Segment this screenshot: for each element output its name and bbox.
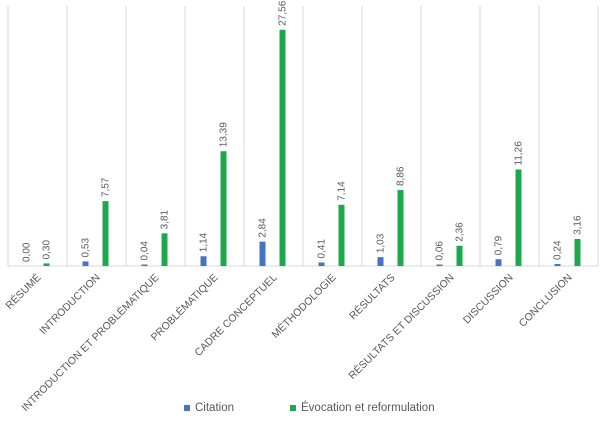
data-label: 0,06: [435, 241, 446, 261]
data-label: 2,84: [258, 218, 269, 238]
data-label: 3,81: [160, 209, 171, 229]
legend: Citation Évocation et reformulation: [0, 402, 600, 422]
data-label: 3,16: [573, 215, 584, 235]
data-label: 13,39: [219, 122, 230, 147]
bar-evocation: [397, 190, 404, 266]
data-label: 2,36: [455, 222, 466, 242]
data-label: 0,41: [317, 239, 328, 259]
data-label: 11,26: [514, 141, 525, 166]
bar-evocation: [574, 238, 581, 266]
bar-evocation: [102, 201, 109, 266]
bar-citation: [377, 257, 384, 266]
bar-evocation: [161, 233, 168, 266]
bar-citation: [141, 264, 148, 266]
data-label: 0,30: [42, 240, 53, 260]
bar-citation: [495, 259, 502, 266]
bar-citation: [318, 262, 325, 266]
data-label: 7,14: [337, 181, 348, 201]
data-label: 1,14: [199, 232, 210, 252]
bar-evocation: [456, 245, 463, 266]
x-tick-label: MÉTHODOLOGIE: [269, 271, 339, 341]
bar-citation: [259, 241, 266, 266]
bar-citation: [200, 256, 207, 266]
legend-label-evocation: Évocation et reformulation: [301, 402, 435, 414]
data-label: 1,03: [376, 233, 387, 253]
bar-evocation: [279, 29, 286, 267]
legend-item-citation: Citation: [184, 402, 234, 414]
x-tick-label: RÉSULTATS ET DISCUSSION: [346, 271, 457, 382]
legend-item-evocation: Évocation et reformulation: [290, 402, 435, 414]
x-tick-label: INTRODUCTION: [37, 272, 102, 337]
legend-swatch-evocation: [290, 405, 296, 411]
legend-swatch-citation: [184, 405, 190, 411]
data-label: 27,56: [278, 0, 289, 25]
bar-evocation: [43, 263, 50, 266]
bar-evocation: [515, 169, 522, 266]
data-label: 7,57: [101, 177, 112, 197]
data-label: 0,04: [140, 241, 151, 261]
legend-label-citation: Citation: [195, 402, 234, 414]
data-label: 8,86: [396, 166, 407, 186]
x-tick-label: DISCUSSION: [461, 272, 516, 327]
data-label: 0,53: [81, 238, 92, 258]
bar-citation: [82, 261, 89, 266]
bar-citation: [436, 264, 443, 266]
x-tick-label: RÉSULTATS: [346, 271, 397, 322]
x-tick-label: CONCLUSION: [517, 272, 575, 330]
bar-citation: [554, 263, 561, 266]
x-tick-label: RÉSUMÉ: [3, 271, 44, 312]
data-label: 0,00: [22, 242, 33, 262]
bar-evocation: [338, 204, 345, 266]
data-label: 0,24: [553, 240, 564, 260]
bar-evocation: [220, 151, 227, 266]
data-label: 0,79: [494, 235, 505, 255]
